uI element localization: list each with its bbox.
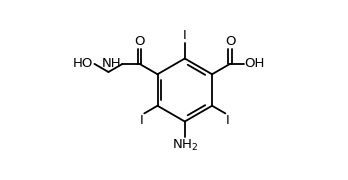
Text: I: I bbox=[140, 114, 143, 127]
Text: NH$_2$: NH$_2$ bbox=[172, 138, 198, 153]
Text: HO: HO bbox=[73, 57, 94, 70]
Text: NH: NH bbox=[102, 57, 122, 70]
Text: OH: OH bbox=[244, 57, 264, 70]
Text: O: O bbox=[225, 35, 235, 48]
Text: I: I bbox=[183, 29, 187, 42]
Text: O: O bbox=[134, 35, 145, 48]
Text: I: I bbox=[226, 114, 230, 127]
